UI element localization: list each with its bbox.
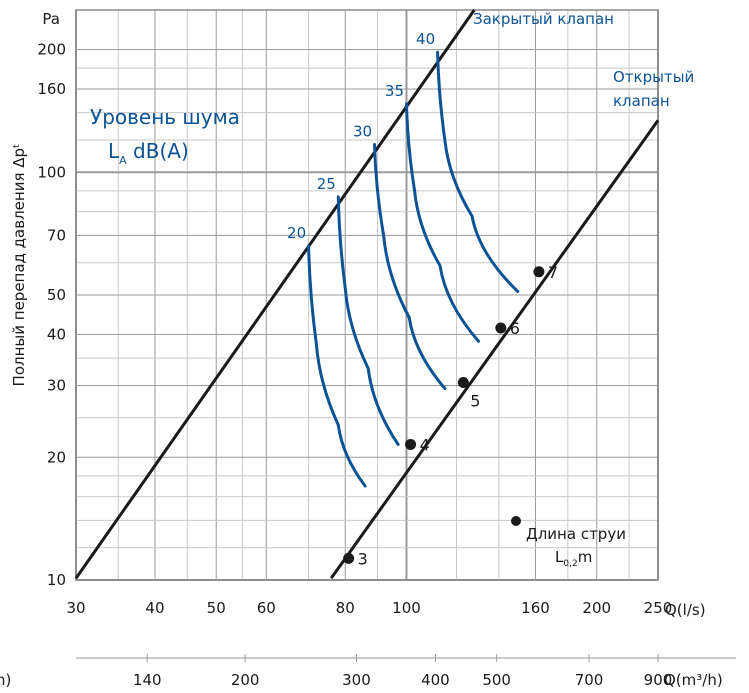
x-secondary-axis-label: Q(m³/h) xyxy=(664,671,723,689)
noise-curve-35 xyxy=(404,102,481,343)
series-lines xyxy=(74,9,660,580)
x-tick-label: 160 xyxy=(521,599,550,617)
jet-marker-3 xyxy=(343,552,355,564)
noise-curve-label-35: 35 xyxy=(385,82,404,100)
y-tick-label: 50 xyxy=(47,286,66,304)
y-tick-label: 10 xyxy=(47,571,66,589)
x-tick-label: 40 xyxy=(145,599,164,617)
noise-unit: LA dB(A) xyxy=(108,139,189,167)
jet-marker-4 xyxy=(405,438,417,450)
x-tick-label: 30 xyxy=(66,599,85,617)
x-tick-label: 50 xyxy=(207,599,226,617)
noise-curve-label-20: 20 xyxy=(287,224,306,242)
series-label-closed: Закрытый клапан xyxy=(473,10,614,28)
plot-frame xyxy=(75,9,659,581)
x-secondary-tick-label: 400 xyxy=(421,671,450,689)
y-tick-label: 70 xyxy=(47,226,66,244)
x-secondary-tick-label: 700 xyxy=(575,671,604,689)
noise-curve-label-25: 25 xyxy=(317,175,336,193)
y-unit-label: Pa xyxy=(42,10,60,28)
series-label-open-1: Открытый xyxy=(613,68,694,86)
series-label-open-2: клапан xyxy=(613,92,670,110)
noise-curve-label-30: 30 xyxy=(353,122,372,140)
x-secondary-tick-label: 140 xyxy=(133,671,162,689)
x-tick-label: 100 xyxy=(392,599,421,617)
grid xyxy=(75,9,659,581)
noise-curves: 20 25 30 35 40 xyxy=(287,30,520,488)
jet-marker-5 xyxy=(457,377,469,389)
noise-curve-20 xyxy=(307,244,367,488)
y-tick-label: 20 xyxy=(47,448,66,466)
x-secondary-tick-label: 300 xyxy=(342,671,371,689)
jet-marker-label-5: 5 xyxy=(470,392,480,411)
x-tick-label: 80 xyxy=(336,599,355,617)
open-valve-line xyxy=(329,119,660,580)
jet-marker-label-7: 7 xyxy=(548,263,558,282)
jet-legend-title: Длина струи xyxy=(526,525,626,543)
x-axis-label: Q(l/s) xyxy=(665,601,706,619)
x-tick-label: 60 xyxy=(257,599,276,617)
jet-legend-unit: L0,2m xyxy=(555,548,592,569)
x-tick-label: 250 xyxy=(644,599,673,617)
noise-curve-label-40: 40 xyxy=(416,30,435,48)
noise-curve-30 xyxy=(372,142,447,390)
tick-labels: 30 40 50 60 80 100 160 200 250 10 20 30 40 50 70 100 160… xyxy=(37,41,672,689)
y-tick-label: 100 xyxy=(37,163,66,181)
x-secondary-tick-label: 200 xyxy=(231,671,260,689)
noise-curve-25 xyxy=(336,195,400,446)
y-tick-label: 160 xyxy=(37,80,66,98)
jet-marker-label-4: 4 xyxy=(420,435,430,454)
y-tick-label: 40 xyxy=(47,326,66,344)
jet-markers: 3 4 5 6 7 xyxy=(343,263,558,568)
cropped-axis-label: h) xyxy=(0,671,11,689)
noise-curve-40 xyxy=(436,50,520,293)
noise-title: Уровень шума xyxy=(90,105,240,129)
y-tick-label: 30 xyxy=(47,376,66,394)
x-secondary-tick-label: 900 xyxy=(644,671,673,689)
x-secondary-tick-label: 500 xyxy=(482,671,511,689)
jet-marker-6 xyxy=(495,322,507,334)
y-axis-label: Полный перепад давления Δpᵗ xyxy=(10,144,28,387)
x-tick-label: 200 xyxy=(582,599,611,617)
y-tick-label: 200 xyxy=(37,41,66,59)
jet-marker-7 xyxy=(533,266,545,278)
jet-marker-label-6: 6 xyxy=(510,319,520,338)
closed-valve-line xyxy=(74,9,476,580)
jet-legend-dot xyxy=(511,516,521,526)
jet-marker-label-3: 3 xyxy=(358,549,368,568)
